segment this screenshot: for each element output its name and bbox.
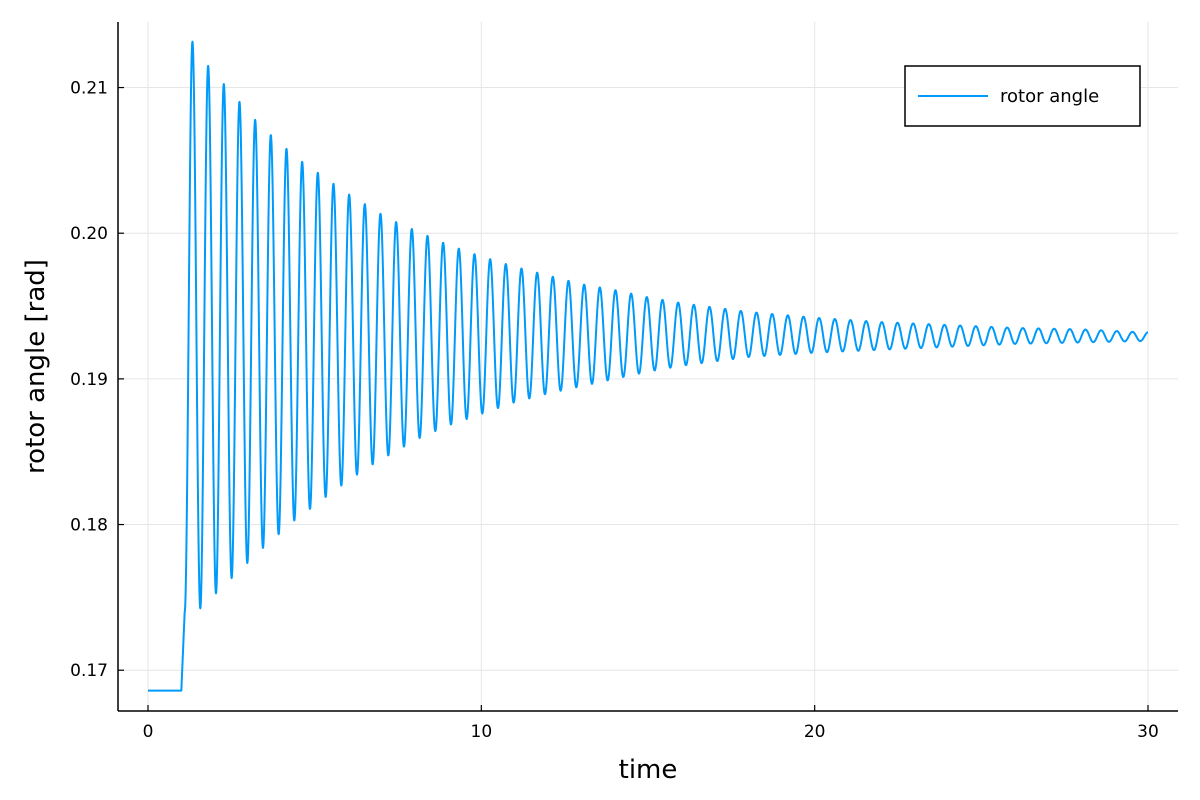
y-ticks: 0.17 0.18 0.19 0.20 0.21: [70, 79, 124, 681]
legend: rotor angle: [904, 65, 1141, 127]
y-tick-label: 0.17: [70, 661, 108, 681]
y-tick-label: 0.20: [70, 224, 108, 244]
x-tick-label: 0: [143, 722, 154, 742]
series-layer: [148, 40, 1149, 692]
x-tick-label: 10: [471, 722, 493, 742]
y-tick-label: 0.18: [70, 516, 108, 536]
y-axis-label: rotor angle [rad]: [21, 259, 51, 474]
axes: [117, 22, 1178, 712]
y-tick-label: 0.21: [70, 79, 108, 99]
x-ticks: 0 10 20 30: [143, 705, 1159, 742]
x-tick-label: 20: [804, 722, 826, 742]
y-tick-label: 0.19: [70, 370, 108, 390]
legend-label-rotor-angle: rotor angle: [1000, 86, 1099, 107]
x-tick-label: 30: [1137, 722, 1159, 742]
series-line-rotor-angle: [148, 40, 1149, 692]
x-axis-label: time: [619, 755, 678, 785]
